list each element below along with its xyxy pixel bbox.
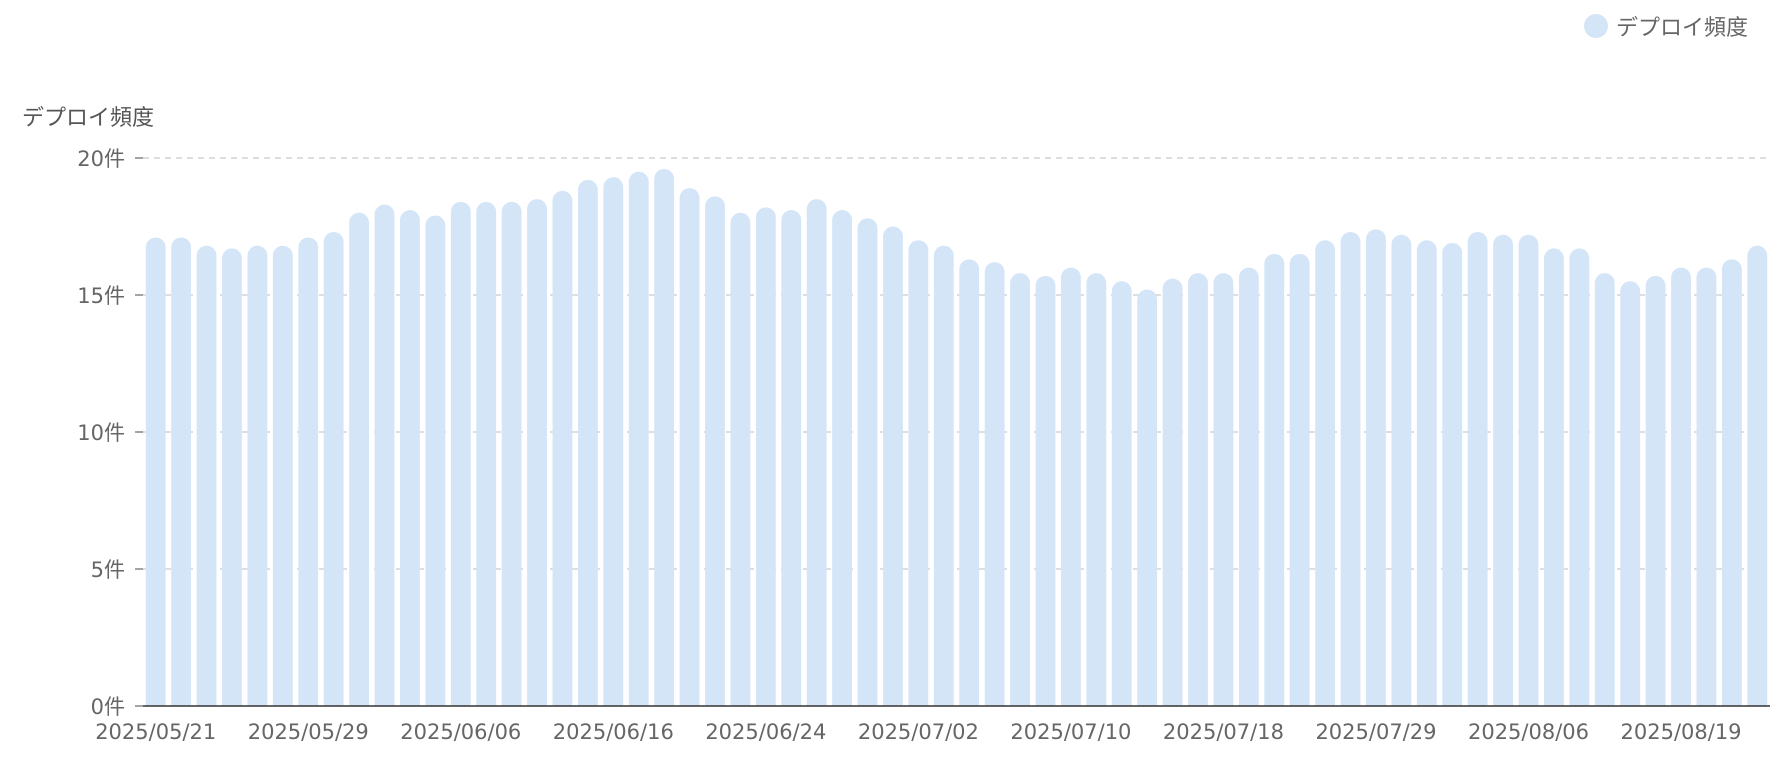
bar[interactable] [1289, 253, 1310, 707]
bar[interactable] [298, 237, 319, 707]
x-ticks: 2025/05/21 2025/05/29 2025/06/06 2025/06/16… [95, 720, 1741, 744]
bar[interactable] [1671, 267, 1691, 706]
bar[interactable] [933, 245, 954, 706]
bar[interactable] [145, 237, 166, 706]
bar[interactable] [1162, 278, 1183, 706]
bar[interactable] [1086, 273, 1107, 706]
bar[interactable] [1721, 259, 1742, 706]
y-tick-label: 15件 [77, 284, 125, 308]
bar[interactable] [1060, 267, 1081, 706]
bar[interactable] [781, 210, 802, 706]
x-tick-label: 2025/08/06 [1468, 720, 1589, 744]
bar[interactable] [1035, 275, 1056, 706]
x-tick-label: 2025/07/18 [1163, 720, 1284, 744]
bar[interactable] [1747, 245, 1768, 706]
bar[interactable] [832, 210, 853, 706]
legend[interactable]: デプロイ頻度 [1583, 10, 1748, 42]
bar[interactable] [1111, 281, 1132, 706]
legend-label: デプロイ頻度 [1615, 16, 1748, 41]
bar[interactable] [577, 179, 598, 706]
bar[interactable] [272, 245, 293, 707]
y-tick-label: 20件 [77, 147, 125, 171]
y-tick-label: 5件 [91, 558, 125, 582]
bar[interactable] [705, 196, 725, 706]
x-tick-label: 2025/06/06 [400, 720, 521, 744]
bar[interactable] [450, 201, 471, 706]
bar[interactable] [984, 262, 1005, 706]
y-ticks: 0件 5件 10件 15件 20件 [77, 147, 143, 719]
bar[interactable] [1569, 248, 1590, 706]
bar[interactable] [171, 237, 192, 706]
bar[interactable] [959, 259, 980, 706]
y-axis-title: デプロイ頻度 [22, 106, 155, 131]
bars [145, 168, 1768, 707]
bar[interactable] [1340, 231, 1361, 706]
bar[interactable] [1010, 273, 1030, 706]
bar[interactable] [654, 168, 675, 707]
bar[interactable] [908, 240, 929, 706]
bar[interactable] [323, 231, 344, 707]
legend-swatch [1583, 14, 1608, 38]
bar[interactable] [679, 188, 700, 706]
bar[interactable] [1645, 275, 1666, 706]
bar[interactable] [806, 199, 827, 706]
bar[interactable] [755, 207, 776, 707]
x-tick-label: 2025/07/10 [1010, 720, 1131, 744]
x-tick-label: 2025/06/24 [705, 720, 826, 744]
bar[interactable] [196, 245, 217, 706]
bar[interactable] [1391, 234, 1412, 707]
bar[interactable] [1543, 248, 1564, 706]
bar[interactable] [1137, 289, 1158, 706]
x-tick-label: 2025/07/02 [858, 720, 979, 744]
bar[interactable] [883, 226, 903, 706]
y-tick-label: 10件 [77, 421, 125, 445]
bar[interactable] [1213, 273, 1234, 706]
bar[interactable] [247, 245, 268, 706]
bar[interactable] [1264, 253, 1285, 707]
bar[interactable] [425, 215, 446, 707]
bar[interactable] [552, 190, 573, 706]
bar[interactable] [1366, 229, 1386, 706]
bar[interactable] [628, 171, 649, 707]
bar[interactable] [501, 201, 522, 706]
bar[interactable] [730, 212, 751, 706]
bar[interactable] [1493, 234, 1513, 707]
bar[interactable] [1188, 273, 1208, 706]
bar[interactable] [527, 199, 547, 706]
bar[interactable] [1442, 242, 1463, 706]
bar[interactable] [1467, 231, 1488, 706]
bar[interactable] [1238, 267, 1259, 706]
bar[interactable] [349, 212, 370, 706]
x-tick-label: 2025/06/16 [553, 720, 674, 744]
bar[interactable] [603, 177, 624, 706]
x-tick-label: 2025/08/19 [1621, 720, 1742, 744]
bar[interactable] [1620, 281, 1641, 706]
bar[interactable] [857, 218, 878, 707]
bar[interactable] [1416, 240, 1437, 706]
bar[interactable] [1518, 234, 1539, 707]
bar[interactable] [222, 248, 242, 707]
y-tick-label: 0件 [91, 695, 125, 719]
x-tick-label: 2025/05/21 [95, 720, 216, 744]
bar[interactable] [1594, 273, 1615, 706]
bar[interactable] [1696, 267, 1717, 706]
bar[interactable] [400, 210, 420, 706]
bar[interactable] [476, 201, 497, 706]
x-tick-label: 2025/07/29 [1315, 720, 1436, 744]
bar[interactable] [374, 204, 395, 706]
bar[interactable] [1315, 240, 1336, 706]
x-tick-label: 2025/05/29 [248, 720, 369, 744]
